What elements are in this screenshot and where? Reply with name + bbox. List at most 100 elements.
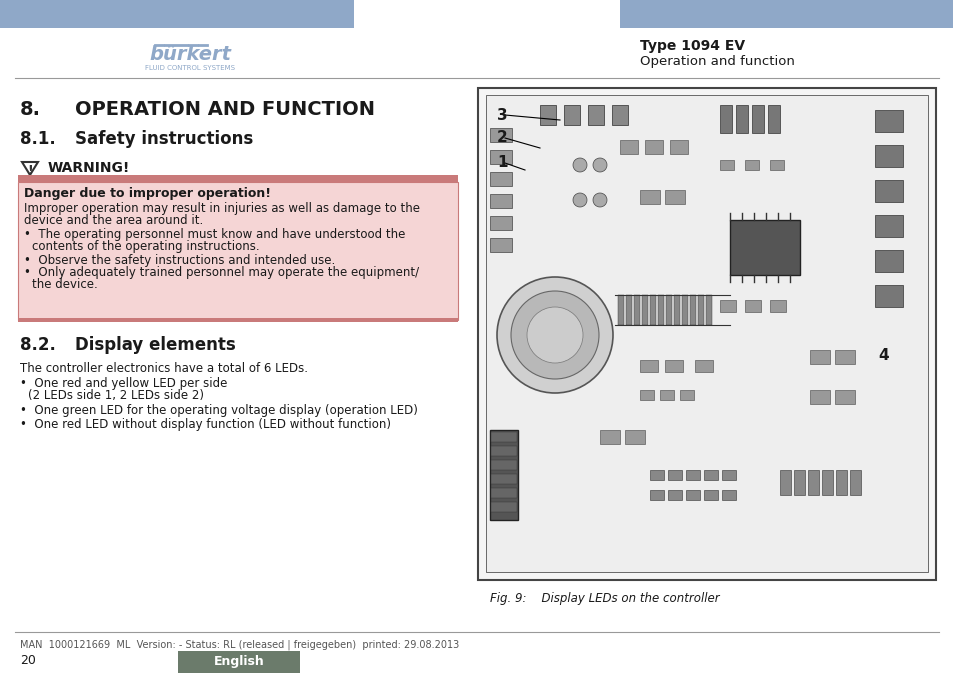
Bar xyxy=(807,470,818,495)
Text: Improper operation may result in injuries as well as damage to the: Improper operation may result in injurie… xyxy=(24,202,419,215)
Bar xyxy=(485,95,927,572)
Bar xyxy=(664,190,684,204)
Bar xyxy=(491,488,517,498)
Bar xyxy=(491,432,517,442)
Bar xyxy=(664,360,682,372)
Bar xyxy=(679,390,693,400)
Bar xyxy=(639,360,658,372)
Bar xyxy=(641,295,647,325)
Text: Display elements: Display elements xyxy=(75,336,235,354)
Bar xyxy=(644,140,662,154)
Text: device and the area around it.: device and the area around it. xyxy=(24,214,203,227)
Bar xyxy=(624,430,644,444)
Bar xyxy=(634,295,639,325)
Bar xyxy=(639,190,659,204)
Bar xyxy=(695,360,712,372)
Polygon shape xyxy=(22,162,38,175)
Text: •  Observe the safety instructions and intended use.: • Observe the safety instructions and in… xyxy=(24,254,335,267)
Bar xyxy=(490,238,512,252)
Bar xyxy=(698,295,703,325)
Bar xyxy=(720,105,731,133)
Bar xyxy=(612,105,627,125)
Bar xyxy=(490,172,512,186)
Text: •  The operating personnel must know and have understood the: • The operating personnel must know and … xyxy=(24,228,405,241)
Bar xyxy=(835,470,846,495)
Bar xyxy=(767,105,780,133)
Bar xyxy=(490,430,517,520)
Bar xyxy=(619,0,953,28)
Bar xyxy=(735,105,747,133)
Bar xyxy=(539,105,556,125)
Text: The controller electronics have a total of 6 LEDs.: The controller electronics have a total … xyxy=(20,362,308,375)
Bar xyxy=(834,350,854,364)
Text: the device.: the device. xyxy=(32,278,97,291)
Text: Type 1094 EV: Type 1094 EV xyxy=(639,39,744,53)
Text: bürkert: bürkert xyxy=(149,46,231,65)
Bar xyxy=(780,470,790,495)
Bar xyxy=(685,470,700,480)
Text: •  Only adequately trained personnel may operate the equipment/: • Only adequately trained personnel may … xyxy=(24,266,418,279)
Text: 3: 3 xyxy=(497,108,507,123)
Bar xyxy=(649,295,656,325)
Bar xyxy=(751,105,763,133)
Bar xyxy=(874,215,902,237)
Text: 1: 1 xyxy=(497,155,507,170)
Bar xyxy=(625,295,631,325)
Bar xyxy=(618,295,623,325)
Text: Operation and function: Operation and function xyxy=(639,55,794,67)
Circle shape xyxy=(526,307,582,363)
Bar xyxy=(673,295,679,325)
Circle shape xyxy=(573,158,586,172)
Bar xyxy=(720,160,733,170)
Text: •  One red and yellow LED per side: • One red and yellow LED per side xyxy=(20,377,227,390)
Bar xyxy=(703,490,718,500)
Bar xyxy=(491,474,517,484)
Text: 4: 4 xyxy=(877,347,887,363)
Bar xyxy=(477,88,935,580)
Bar xyxy=(874,110,902,132)
Text: Danger due to improper operation!: Danger due to improper operation! xyxy=(24,187,271,200)
Circle shape xyxy=(573,193,586,207)
Text: MAN  1000121669  ML  Version: - Status: RL (released | freigegeben)  printed: 29: MAN 1000121669 ML Version: - Status: RL … xyxy=(20,640,458,651)
Bar xyxy=(18,318,457,322)
Bar xyxy=(658,295,663,325)
Bar xyxy=(587,105,603,125)
Bar xyxy=(874,250,902,272)
Bar xyxy=(659,390,673,400)
Bar xyxy=(793,470,804,495)
Bar xyxy=(669,140,687,154)
Bar xyxy=(681,295,687,325)
Bar xyxy=(490,194,512,208)
Bar xyxy=(563,105,579,125)
Text: 20: 20 xyxy=(20,654,36,667)
Bar xyxy=(667,470,681,480)
Circle shape xyxy=(593,193,606,207)
Circle shape xyxy=(497,277,613,393)
Bar xyxy=(490,128,512,142)
Text: •  One green LED for the operating voltage display (operation LED): • One green LED for the operating voltag… xyxy=(20,404,417,417)
Bar xyxy=(649,490,663,500)
Bar xyxy=(721,470,735,480)
Text: 2: 2 xyxy=(497,130,507,145)
Text: •  One red LED without display function (LED without function): • One red LED without display function (… xyxy=(20,418,391,431)
Bar xyxy=(665,295,671,325)
Text: 8.2.: 8.2. xyxy=(20,336,56,354)
Bar xyxy=(491,446,517,456)
Text: contents of the operating instructions.: contents of the operating instructions. xyxy=(32,240,259,253)
Text: !: ! xyxy=(27,164,32,176)
Circle shape xyxy=(511,291,598,379)
Bar xyxy=(0,0,354,28)
Text: (2 LEDs side 1, 2 LEDs side 2): (2 LEDs side 1, 2 LEDs side 2) xyxy=(28,389,204,402)
Bar xyxy=(729,220,800,275)
Bar xyxy=(639,390,654,400)
Bar xyxy=(18,182,457,320)
Bar xyxy=(769,160,783,170)
Circle shape xyxy=(593,158,606,172)
Bar xyxy=(874,145,902,167)
Bar xyxy=(809,350,829,364)
Bar xyxy=(649,470,663,480)
Bar xyxy=(705,295,711,325)
Bar xyxy=(685,490,700,500)
Bar xyxy=(834,390,854,404)
Bar xyxy=(491,502,517,512)
